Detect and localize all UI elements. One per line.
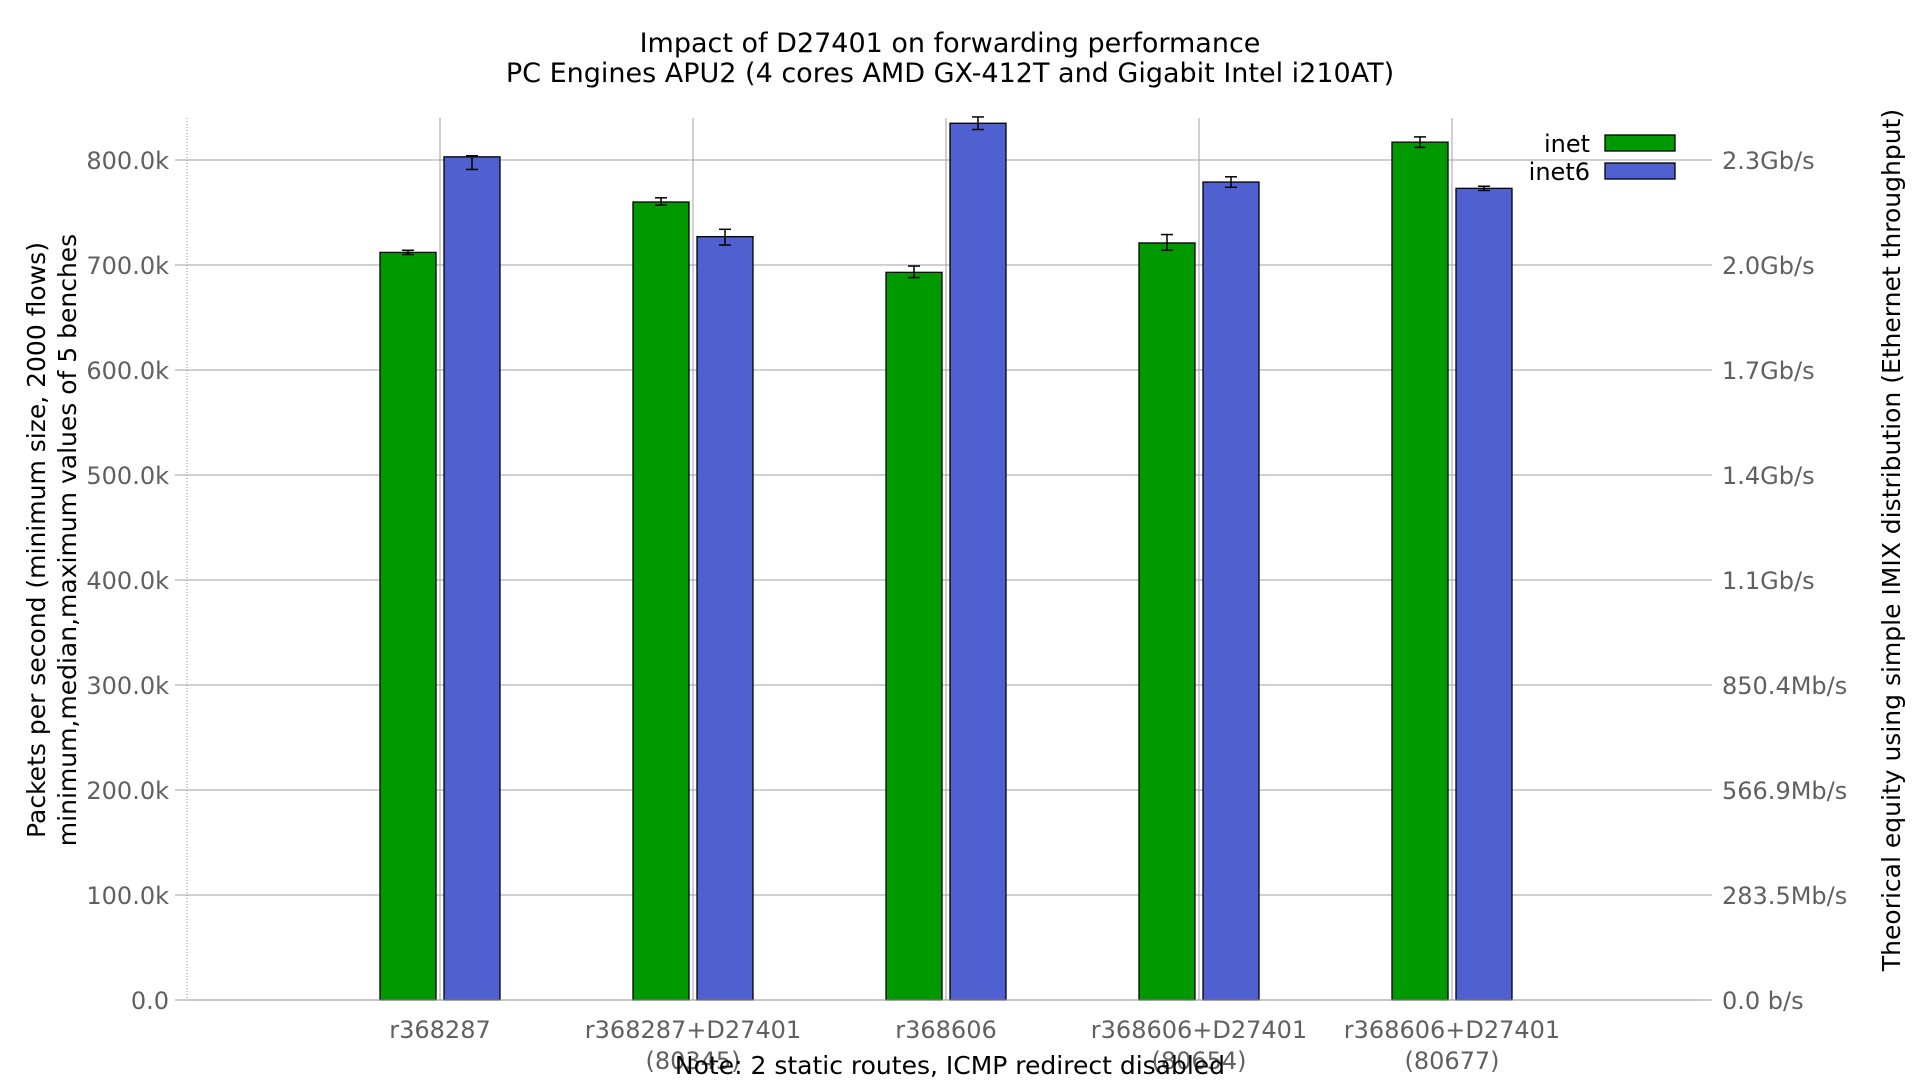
y-tick-label: 800.0k — [86, 147, 169, 175]
legend-label-inet: inet — [1544, 130, 1590, 158]
y2-tick-label: 850.4Mb/s — [1722, 672, 1847, 700]
bar-inet6 — [949, 122, 1007, 1001]
bar-inet6 — [696, 235, 754, 1001]
y-axis-label-line1: Packets per second (minimum size, 2000 f… — [22, 242, 51, 838]
bar-inet — [1391, 141, 1449, 1001]
tick-labels: 0.0 100.0k 200.0k 300.0k 400.0k 500.0k 600.0k 7… — [86, 147, 1847, 1015]
y-tick-label: 0.0 — [131, 987, 169, 1015]
legend-swatch-inet6 — [1604, 162, 1676, 180]
x-tick-labels: r368287 r368287+D27401 (80345) r368606 r3686… — [389, 1016, 1560, 1075]
x-tick-label: r368606 — [895, 1016, 996, 1044]
x-tick-label: r368606+D27401 — [1344, 1016, 1560, 1044]
error-bars — [402, 116, 1490, 279]
x-tick-label: r368606+D27401 — [1091, 1016, 1307, 1044]
y-axis-label-line2: minimum,median,maximum values of 5 bench… — [53, 234, 82, 846]
y2-tick-label: 283.5Mb/s — [1722, 882, 1847, 910]
bar-inet — [1138, 242, 1196, 1001]
x-tick-label: (80654) — [1151, 1047, 1246, 1075]
bar-inet — [379, 251, 437, 1001]
axes — [186, 118, 1700, 1001]
y2-tick-label: 0.0 b/s — [1722, 987, 1804, 1015]
bar-inet — [885, 271, 943, 1001]
bar-inet6 — [1455, 187, 1513, 1001]
bar-inet — [632, 201, 690, 1001]
chart-title: Impact of D27401 on forwarding performan… — [640, 28, 1261, 59]
y2-tick-label: 1.4Gb/s — [1722, 462, 1815, 490]
bar-inet6 — [1202, 181, 1260, 1001]
bars — [379, 122, 1513, 1001]
bar-inet6 — [443, 156, 501, 1001]
y2-tick-label: 2.0Gb/s — [1722, 252, 1815, 280]
y2-tick-label: 1.7Gb/s — [1722, 357, 1815, 385]
chart-note: Note: 2 static routes, ICMP redirect dis… — [675, 1051, 1225, 1080]
x-tick-label: r368287+D27401 — [585, 1016, 801, 1044]
y-tick-label: 300.0k — [86, 672, 169, 700]
y-tick-label: 400.0k — [86, 567, 169, 595]
y-tick-label: 200.0k — [86, 777, 169, 805]
y2-tick-label: 1.1Gb/s — [1722, 567, 1815, 595]
x-tick-label: (80677) — [1404, 1047, 1499, 1075]
y2-tick-label: 2.3Gb/s — [1722, 147, 1815, 175]
y-tick-label: 500.0k — [86, 462, 169, 490]
y-tick-label: 700.0k — [86, 252, 169, 280]
chart-subtitle: PC Engines APU2 (4 cores AMD GX-412T and… — [506, 58, 1394, 89]
x-tick-label: (80345) — [645, 1047, 740, 1075]
y2-axis-label: Theorical equity using simple IMIX distr… — [1877, 109, 1906, 972]
y-tick-label: 600.0k — [86, 357, 169, 385]
y2-tick-label: 566.9Mb/s — [1722, 777, 1847, 805]
legend-swatch-inet — [1604, 134, 1676, 152]
y-tick-label: 100.0k — [86, 882, 169, 910]
x-tick-label: r368287 — [389, 1016, 490, 1044]
legend-label-inet6: inet6 — [1529, 158, 1590, 186]
